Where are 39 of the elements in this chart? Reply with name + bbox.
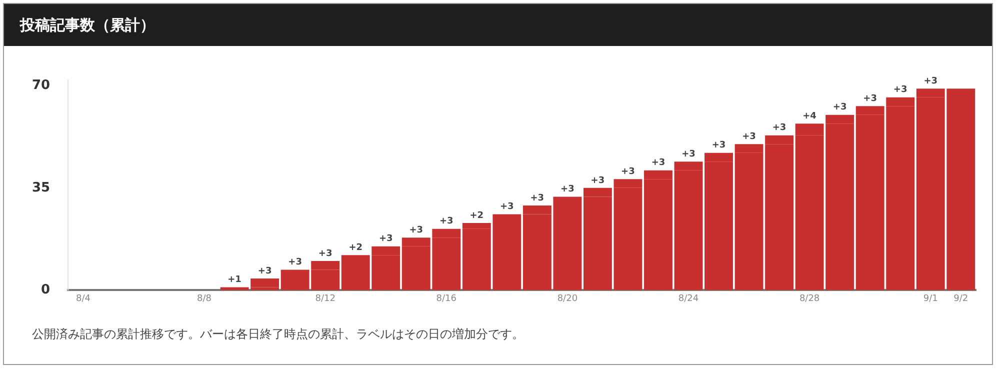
data-label: +3 — [288, 258, 302, 268]
data-label: +4 — [802, 111, 816, 122]
data-label: +3 — [439, 216, 454, 227]
text: 公開済み記事の累計推移です。バーは各日終了時点の累計、ラベルはその日の増加分です。 — [32, 326, 524, 343]
y-tick-label: 35 — [32, 180, 50, 196]
x-tick-label: 8/20 — [557, 294, 578, 304]
data-label: +3 — [590, 176, 605, 186]
data-label: +3 — [500, 202, 514, 212]
x-tick-label: 8/24 — [678, 294, 699, 304]
x-tick-label: 8/8 — [197, 294, 212, 304]
data-label: +2 — [470, 210, 484, 221]
data-label: +2 — [348, 242, 362, 253]
data-label: +3 — [258, 266, 272, 276]
data-label: +3 — [530, 193, 544, 204]
x-tick-label: 8/28 — [799, 294, 820, 304]
chart-title: 投稿記事数（累計） — [4, 4, 992, 46]
data-label: +3 — [409, 225, 424, 236]
bar — [250, 278, 280, 288]
data-label: +3 — [863, 94, 877, 104]
data-label: +3 — [772, 123, 786, 134]
y-tick-label: 0 — [41, 282, 50, 298]
x-tick-label: 8/16 — [436, 294, 457, 304]
data-label: +3 — [893, 85, 908, 96]
x-tick-label: 9/2 — [954, 294, 968, 304]
x-tick-label: 8/4 — [76, 294, 91, 304]
y-tick-label: 70 — [32, 78, 50, 94]
x-tick-label: 8/12 — [315, 294, 336, 304]
data-label: +3 — [682, 149, 696, 160]
data-label: +3 — [832, 102, 847, 113]
data-label: +3 — [378, 234, 393, 244]
x-tick-label: 9/1 — [923, 294, 938, 304]
data-label: +3 — [621, 167, 635, 177]
data-label: +3 — [742, 132, 756, 142]
data-label: +3 — [651, 158, 666, 168]
data-label: +1 — [228, 275, 242, 286]
data-label: +3 — [318, 248, 332, 259]
data-label: +3 — [712, 140, 726, 151]
data-label: +3 — [560, 184, 574, 195]
data-label: +3 — [924, 76, 938, 86]
